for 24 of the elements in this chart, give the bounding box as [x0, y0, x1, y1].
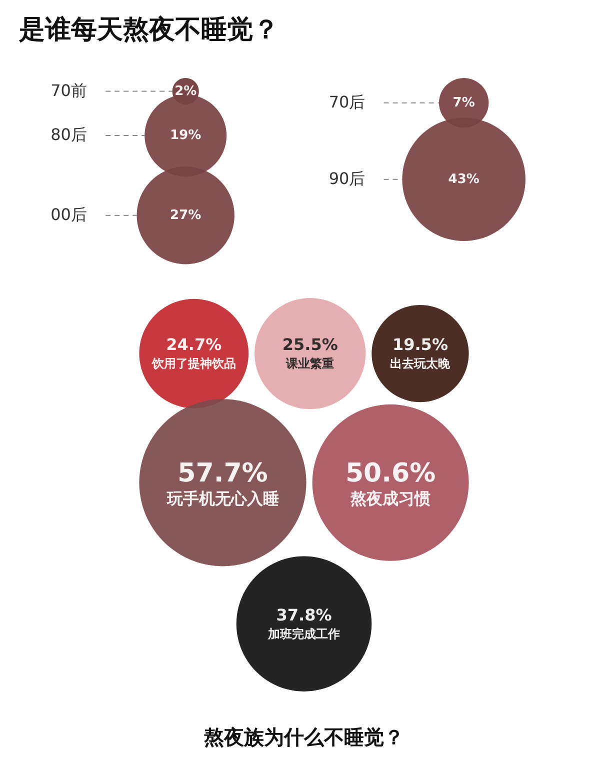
- data-label: 37.8%: [276, 605, 332, 624]
- category-label: 70前: [50, 80, 87, 100]
- data-label: 50.6%: [345, 458, 436, 489]
- category-label: 90后: [328, 168, 366, 188]
- data-label: 19.5%: [392, 335, 448, 354]
- data-label: 24.7%: [166, 335, 222, 354]
- data-label: 43%: [448, 172, 480, 187]
- data-label: 2%: [174, 84, 197, 99]
- category-label: 玩手机无心入睡: [166, 489, 279, 508]
- data-label: 7%: [452, 95, 475, 110]
- category-label: 熬夜成习惯: [350, 489, 431, 508]
- category-label: 饮用了提神饮品: [150, 356, 236, 371]
- category-label: 00后: [50, 204, 87, 224]
- text: 是谁每天熬夜不睡觉？: [18, 15, 279, 45]
- category-label: 80后: [50, 125, 87, 144]
- text: 熬夜族为什么不睡觉？: [203, 725, 404, 749]
- category-label: 出去玩太晚: [390, 356, 452, 371]
- data-label: 25.5%: [282, 335, 338, 354]
- category-label: 加班完成工作: [267, 626, 340, 641]
- data-label: 57.7%: [178, 458, 268, 489]
- category-label: 70后: [328, 92, 366, 112]
- data-label: 27%: [170, 208, 202, 223]
- data-label: 19%: [170, 128, 202, 144]
- category-label: 课业繁重: [285, 356, 334, 371]
